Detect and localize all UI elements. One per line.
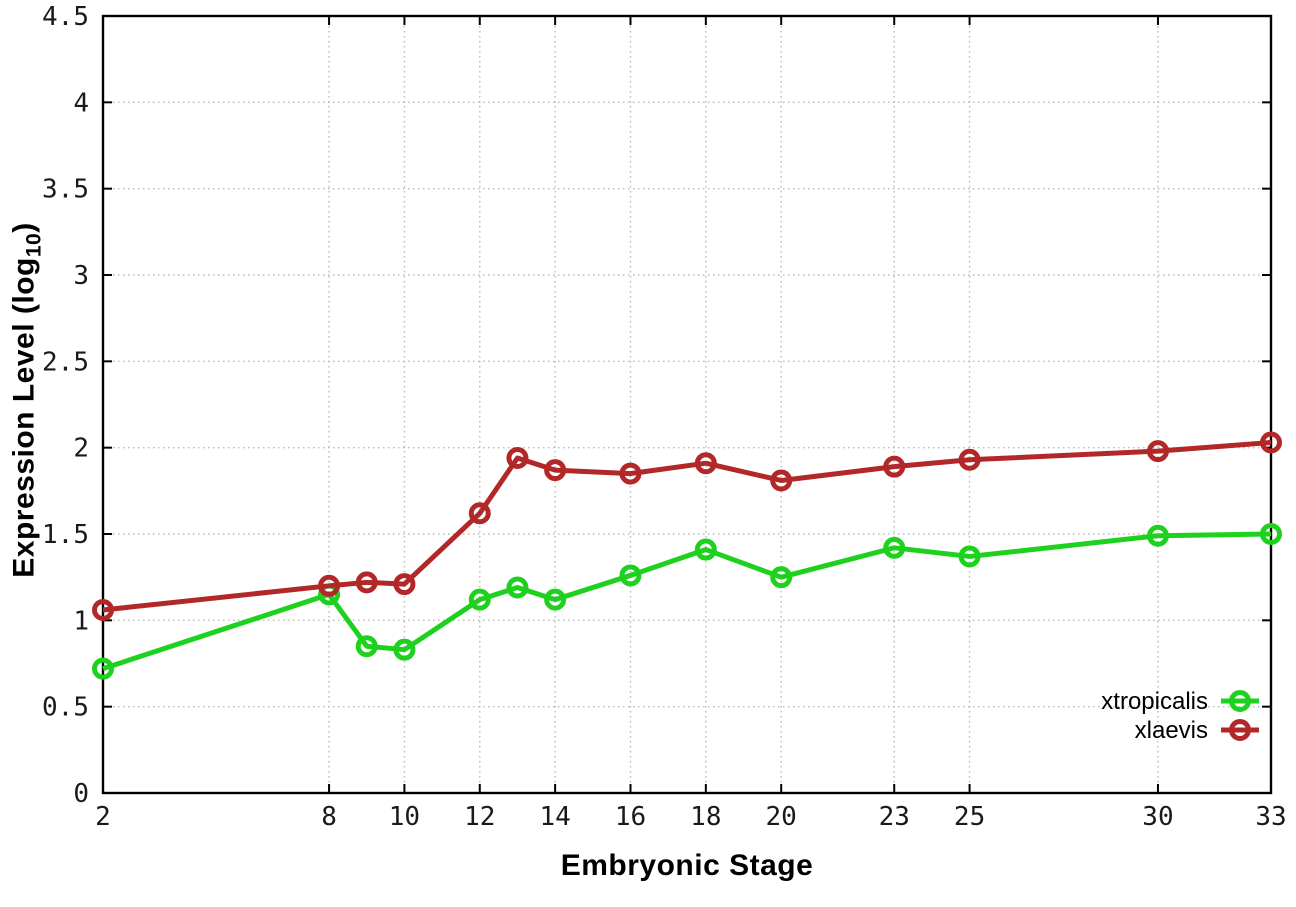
data-point-xlaevis xyxy=(393,573,416,596)
y-tick-label: 4 xyxy=(73,88,89,118)
y-axis-title-subscript: 10 xyxy=(22,232,46,258)
x-tick-label: 12 xyxy=(464,802,495,832)
data-point-xlaevis xyxy=(318,574,341,597)
x-tick-label: 33 xyxy=(1255,802,1286,832)
data-point-xtropicalis xyxy=(544,588,567,611)
legend-item-xtropicalis: xtropicalis xyxy=(1101,688,1259,715)
data-point-xtropicalis xyxy=(694,538,717,561)
data-point-xlaevis xyxy=(506,447,529,470)
data-point-xlaevis xyxy=(355,571,378,594)
data-point-xtropicalis xyxy=(1146,524,1169,547)
data-point-xtropicalis xyxy=(958,545,981,568)
y-axis-title-close: ) xyxy=(7,222,41,233)
x-tick-label: 8 xyxy=(321,802,337,832)
data-point-xlaevis xyxy=(883,455,906,478)
data-point-xtropicalis xyxy=(355,635,378,658)
x-tick-label: 30 xyxy=(1142,802,1173,832)
axis-ticks xyxy=(102,15,1272,794)
data-point-xlaevis xyxy=(694,452,717,475)
data-point-xlaevis xyxy=(1146,440,1169,463)
data-point-xtropicalis xyxy=(506,576,529,599)
series-xtropicalis-line xyxy=(102,531,1272,672)
data-point-xlaevis xyxy=(1260,431,1282,454)
data-point-xtropicalis xyxy=(770,566,793,589)
y-tick-label: 4.5 xyxy=(42,2,89,32)
y-tick-label: 2.5 xyxy=(42,347,89,377)
data-point-xlaevis xyxy=(92,598,114,621)
legend-marker-xtropicalis xyxy=(1229,690,1251,712)
data-point-xtropicalis xyxy=(468,588,491,611)
tick-labels: 2 8 10 12 14 16 18 20 23 25 30 33 0 0.5 1 1.5 2 2.5 3 3.5 4 4… xyxy=(42,2,1287,832)
grid-lines xyxy=(102,15,1272,794)
y-tick-label: 0.5 xyxy=(42,693,89,723)
data-point-xtropicalis xyxy=(393,638,416,661)
y-tick-label: 1.5 xyxy=(42,520,89,550)
x-tick-label: 20 xyxy=(766,802,797,832)
x-tick-label: 16 xyxy=(615,802,646,832)
x-tick-label: 18 xyxy=(690,802,721,832)
y-tick-label: 1 xyxy=(73,606,89,636)
legend-label-xlaevis: xlaevis xyxy=(1135,717,1208,744)
y-tick-label: 0 xyxy=(73,779,89,809)
x-tick-label: 10 xyxy=(389,802,420,832)
legend-marker-xlaevis xyxy=(1229,719,1251,741)
y-tick-label: 2 xyxy=(73,434,89,464)
series-xlaevis xyxy=(92,431,1282,621)
y-tick-label: 3.5 xyxy=(42,175,89,205)
data-point-xlaevis xyxy=(770,469,793,492)
data-point-xtropicalis xyxy=(1260,523,1282,545)
legend-item-xlaevis: xlaevis xyxy=(1135,717,1259,744)
data-point-xtropicalis xyxy=(883,536,906,559)
series-xlaevis-line xyxy=(102,439,1272,613)
y-axis-title-text: Expression Level (log xyxy=(7,257,41,578)
series-xtropicalis xyxy=(92,523,1282,680)
x-tick-label: 2 xyxy=(95,802,111,832)
data-point-xlaevis xyxy=(958,448,981,471)
data-point-xlaevis xyxy=(468,502,491,525)
x-tick-label: 25 xyxy=(954,802,985,832)
data-point-xtropicalis xyxy=(619,564,642,587)
x-axis-title: Embryonic Stage xyxy=(560,849,814,882)
data-point-xlaevis xyxy=(619,462,642,485)
y-tick-label: 3 xyxy=(73,261,89,291)
x-tick-label: 14 xyxy=(539,802,570,832)
data-point-xlaevis xyxy=(544,459,567,482)
x-tick-label: 23 xyxy=(879,802,910,832)
legend-label-xtropicalis: xtropicalis xyxy=(1101,688,1208,715)
plot-border xyxy=(101,14,1273,795)
y-axis-title: Expression Level (log10) xyxy=(8,222,47,577)
data-point-xtropicalis xyxy=(92,657,114,680)
